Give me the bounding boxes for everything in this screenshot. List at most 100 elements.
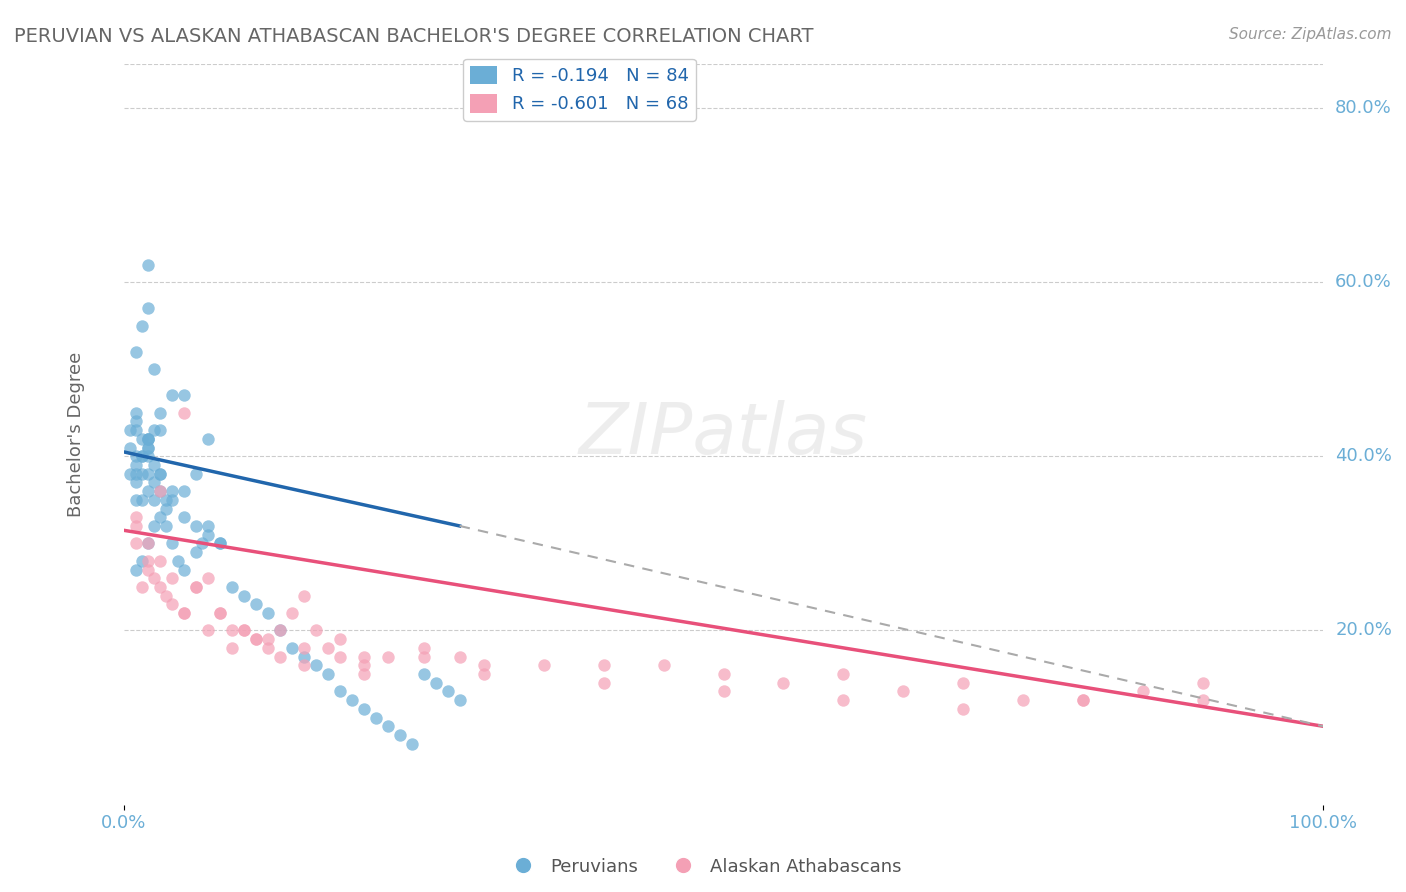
Point	[245, 598, 267, 612]
Point	[832, 693, 855, 707]
Point	[269, 624, 291, 638]
Point	[305, 658, 328, 673]
Point	[142, 519, 165, 533]
Point	[136, 554, 159, 568]
Point	[136, 441, 159, 455]
Point	[952, 702, 974, 716]
Point	[173, 606, 195, 620]
Point	[377, 649, 399, 664]
Point	[316, 640, 339, 655]
Point	[256, 632, 278, 647]
Point	[221, 640, 243, 655]
Point	[197, 432, 219, 446]
Point	[425, 675, 447, 690]
Point	[893, 684, 915, 698]
Point	[208, 606, 231, 620]
Point	[131, 318, 153, 333]
Point	[232, 589, 254, 603]
Point	[1073, 693, 1095, 707]
Text: Source: ZipAtlas.com: Source: ZipAtlas.com	[1229, 27, 1392, 42]
Point	[125, 344, 148, 359]
Point	[184, 580, 207, 594]
Point	[131, 432, 153, 446]
Point	[149, 467, 172, 481]
Point	[131, 492, 153, 507]
Point	[125, 510, 148, 524]
Point	[292, 649, 315, 664]
Point	[149, 510, 172, 524]
Point	[197, 527, 219, 541]
Point	[142, 362, 165, 376]
Point	[412, 640, 434, 655]
Point	[142, 571, 165, 585]
Point	[125, 475, 148, 490]
Point	[449, 693, 471, 707]
Point	[256, 640, 278, 655]
Point	[142, 475, 165, 490]
Point	[269, 649, 291, 664]
Point	[136, 301, 159, 316]
Point	[256, 606, 278, 620]
Point	[280, 640, 302, 655]
Point	[125, 450, 148, 464]
Point	[197, 571, 219, 585]
Point	[118, 467, 141, 481]
Point	[472, 658, 495, 673]
Point	[245, 632, 267, 647]
Point	[353, 667, 375, 681]
Point	[136, 484, 159, 499]
Point	[136, 450, 159, 464]
Point	[592, 658, 614, 673]
Point	[125, 458, 148, 472]
Point	[436, 684, 458, 698]
Point	[160, 571, 183, 585]
Legend: R = -0.194   N = 84, R = -0.601   N = 68: R = -0.194 N = 84, R = -0.601 N = 68	[463, 59, 696, 120]
Point	[136, 536, 159, 550]
Point	[329, 684, 352, 698]
Text: 60.0%: 60.0%	[1336, 273, 1392, 291]
Point	[142, 423, 165, 437]
Point	[131, 450, 153, 464]
Point	[160, 388, 183, 402]
Point	[329, 632, 352, 647]
Point	[173, 562, 195, 576]
Point	[173, 406, 195, 420]
Point	[173, 606, 195, 620]
Point	[292, 658, 315, 673]
Point	[191, 536, 214, 550]
Text: 40.0%: 40.0%	[1336, 447, 1392, 466]
Point	[131, 580, 153, 594]
Point	[533, 658, 555, 673]
Point	[136, 258, 159, 272]
Point	[160, 492, 183, 507]
Legend: Peruvians, Alaskan Athabascans: Peruvians, Alaskan Athabascans	[498, 851, 908, 883]
Point	[292, 589, 315, 603]
Point	[292, 640, 315, 655]
Point	[305, 624, 328, 638]
Text: ZIPatlas: ZIPatlas	[579, 400, 868, 469]
Point	[155, 519, 177, 533]
Point	[149, 484, 172, 499]
Point	[142, 492, 165, 507]
Point	[149, 406, 172, 420]
Point	[149, 467, 172, 481]
Point	[136, 432, 159, 446]
Point	[142, 458, 165, 472]
Point	[155, 492, 177, 507]
Text: 20.0%: 20.0%	[1336, 622, 1392, 640]
Point	[401, 737, 423, 751]
Point	[136, 536, 159, 550]
Point	[412, 649, 434, 664]
Point	[208, 606, 231, 620]
Text: Bachelor's Degree: Bachelor's Degree	[67, 351, 84, 517]
Point	[173, 388, 195, 402]
Point	[364, 710, 387, 724]
Point	[136, 562, 159, 576]
Point	[652, 658, 675, 673]
Point	[772, 675, 794, 690]
Text: 80.0%: 80.0%	[1336, 99, 1392, 117]
Point	[1132, 684, 1154, 698]
Point	[118, 441, 141, 455]
Point	[1012, 693, 1035, 707]
Point	[149, 554, 172, 568]
